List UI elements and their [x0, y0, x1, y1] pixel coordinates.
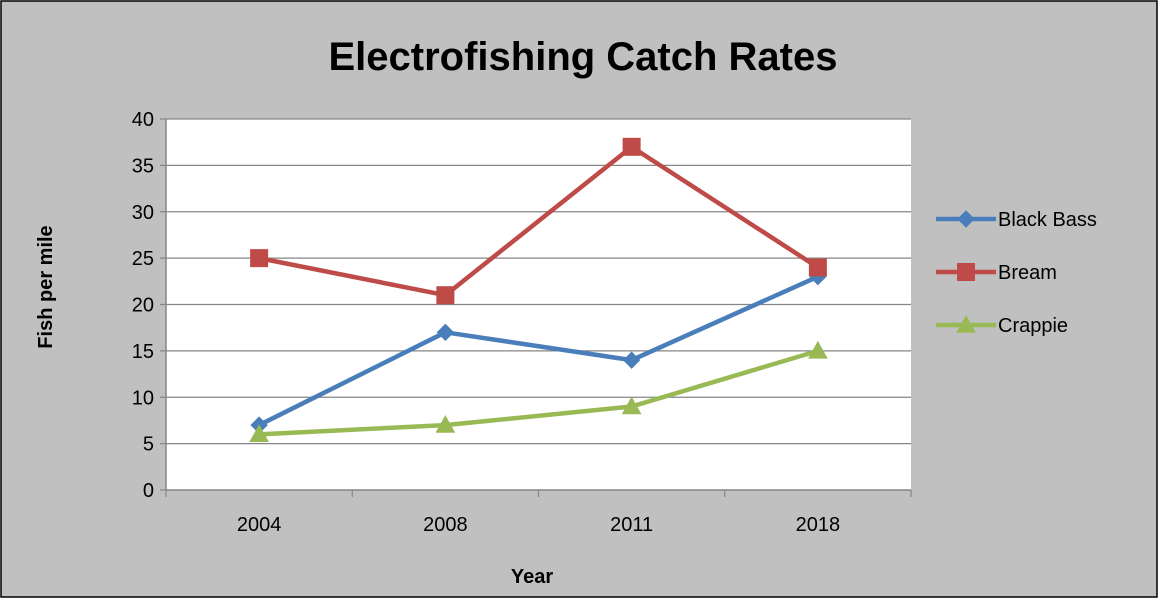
data-point	[436, 323, 455, 342]
series-crappie	[249, 340, 828, 443]
x-tick-label: 2004	[237, 514, 282, 536]
legend-marker	[956, 314, 976, 333]
x-tick-label: 2018	[796, 514, 841, 536]
series-group	[249, 137, 828, 443]
legend-marker	[957, 263, 975, 281]
series-line	[256, 274, 821, 428]
y-tick-label: 40	[132, 109, 154, 131]
legend-label: Bream	[998, 262, 1057, 284]
y-tick-label: 35	[132, 155, 154, 177]
series-bream	[250, 137, 827, 305]
data-point	[808, 340, 828, 359]
legend-item: Black Bass	[936, 209, 1097, 231]
data-point	[435, 415, 456, 433]
legend-label: Black Bass	[998, 209, 1097, 231]
data-point	[808, 258, 827, 277]
series-line	[256, 348, 821, 437]
legend: Black Bass Bream Crappie	[936, 209, 1097, 337]
y-tick-label: 25	[132, 248, 154, 270]
x-tick-label: 2011	[610, 514, 653, 536]
axes: 0 5 10 15 20 25 30 35 40 2004 2008 2011 2018	[132, 109, 912, 536]
data-point	[622, 351, 641, 369]
data-point	[250, 249, 269, 268]
data-point	[622, 137, 641, 156]
legend-item: Crappie	[936, 314, 1068, 337]
legend-item: Bream	[936, 262, 1057, 284]
series-line	[256, 144, 821, 298]
chart-title: Electrofishing Catch Rates	[328, 35, 837, 79]
data-point	[436, 286, 455, 305]
y-tick-label: 5	[143, 434, 154, 456]
y-tick-label: 20	[132, 295, 154, 317]
data-point	[249, 424, 269, 443]
y-tick-label: 30	[132, 202, 154, 224]
x-tick-label: 2008	[423, 514, 468, 536]
y-axis-title: Fish per mile	[35, 225, 57, 348]
gridlines	[166, 118, 911, 445]
legend-marker	[957, 210, 975, 228]
x-axis-title: Year	[511, 566, 553, 588]
legend-label: Crappie	[998, 315, 1068, 337]
y-tick-label: 0	[143, 480, 154, 502]
data-point	[621, 396, 642, 415]
y-tick-label: 15	[132, 341, 154, 363]
y-tick-label: 10	[132, 387, 154, 409]
